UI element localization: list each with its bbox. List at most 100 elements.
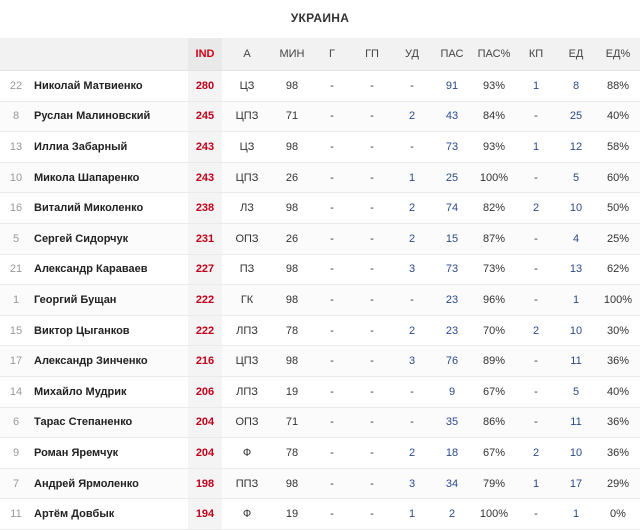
player-number: 21 <box>0 254 32 286</box>
team-title: УКРАИНА <box>290 11 350 25</box>
player-name[interactable]: Андрей Ярмоленко <box>32 468 188 500</box>
player-ind: 231 <box>188 223 222 255</box>
column-header[interactable]: А <box>222 38 272 71</box>
stat-cell: - <box>392 407 432 439</box>
stat-cell: - <box>352 376 392 408</box>
stat-cell: - <box>516 376 556 408</box>
stat-cell: 2 <box>392 101 432 133</box>
stat-cell: 23 <box>432 315 472 347</box>
table-row: 17 Александр Зинченко 216 ЦПЗ 98- -3 76 89% -11 3… <box>0 345 640 377</box>
stat-cell: 84% <box>472 101 516 133</box>
player-name[interactable]: Роман Яремчук <box>32 437 188 469</box>
table-row: 21 Александр Караваев 227 ПЗ 98- -3 73 73% -13 62… <box>0 254 640 286</box>
player-name[interactable]: Николай Матвиенко <box>32 70 188 102</box>
player-ind: 243 <box>188 162 222 194</box>
stat-cell: 10 <box>556 315 596 347</box>
stat-cell: ЦПЗ <box>222 101 272 133</box>
stat-cell: ОПЗ <box>222 223 272 255</box>
stat-cell: 2 <box>392 192 432 224</box>
player-name[interactable]: Александр Караваев <box>32 254 188 286</box>
player-number: 10 <box>0 162 32 194</box>
stat-cell: 71 <box>272 407 312 439</box>
stat-cell: 100% <box>596 284 640 316</box>
stat-cell: 19 <box>272 498 312 530</box>
stat-cell: 1 <box>392 162 432 194</box>
column-header[interactable]: ПАС% <box>472 38 516 71</box>
stat-cell: 5 <box>556 376 596 408</box>
stat-cell: 82% <box>472 192 516 224</box>
stat-cell: 79% <box>472 468 516 500</box>
stat-cell: 98 <box>272 131 312 163</box>
stat-cell: 78 <box>272 437 312 469</box>
column-header[interactable]: ЕД% <box>596 38 640 71</box>
stat-cell: - <box>352 223 392 255</box>
stat-cell: ПЗ <box>222 254 272 286</box>
stat-cell: - <box>312 284 352 316</box>
player-name[interactable]: Виктор Цыганков <box>32 315 188 347</box>
column-header[interactable]: ЕД <box>556 38 596 71</box>
table-body: 22 Николай Матвиенко 280 ЦЗ 98- - -91 93% 1 8 88% 8… <box>0 70 640 530</box>
player-name[interactable]: Артём Довбык <box>32 498 188 530</box>
stat-cell: - <box>516 223 556 255</box>
player-name[interactable]: Сергей Сидорчук <box>32 223 188 255</box>
stat-cell: ЛПЗ <box>222 376 272 408</box>
stat-cell: 11 <box>556 345 596 377</box>
player-ind: 206 <box>188 376 222 408</box>
player-name[interactable]: Иллиа Забарный <box>32 131 188 163</box>
stat-cell: Ф <box>222 498 272 530</box>
column-header[interactable]: IND <box>188 38 222 71</box>
stat-cell: 98 <box>272 254 312 286</box>
column-header[interactable]: Г <box>312 38 352 71</box>
player-number: 13 <box>0 131 32 163</box>
table-row: 15 Виктор Цыганков 222 ЛПЗ 78- -2 23 70% 2 10 30% <box>0 315 640 347</box>
stat-cell: 1 <box>516 131 556 163</box>
stat-cell: - <box>516 254 556 286</box>
stat-cell: 1 <box>516 468 556 500</box>
stat-cell: 91 <box>432 70 472 102</box>
stat-cell: 98 <box>272 70 312 102</box>
stat-cell: - <box>352 407 392 439</box>
player-name[interactable]: Тарас Степаненко <box>32 407 188 439</box>
table-row: 11 Артём Довбык 194 Ф 19- -1 2 100% -1 0% <box>0 498 640 530</box>
player-name[interactable]: Руслан Малиновский <box>32 101 188 133</box>
player-ind: 198 <box>188 468 222 500</box>
stat-cell: 96% <box>472 284 516 316</box>
stat-cell: - <box>352 162 392 194</box>
player-name[interactable]: Виталий Миколенко <box>32 192 188 224</box>
player-number: 11 <box>0 498 32 530</box>
table-row: 14 Михайло Мудрик 206 ЛПЗ 19- - -9 67% -5 40% <box>0 376 640 408</box>
stat-cell: 43 <box>432 101 472 133</box>
player-name[interactable]: Георгий Бущан <box>32 284 188 316</box>
player-ind: 216 <box>188 345 222 377</box>
stat-cell: 2 <box>516 315 556 347</box>
stat-cell: 26 <box>272 162 312 194</box>
stat-cell: 74 <box>432 192 472 224</box>
column-header <box>32 38 188 71</box>
stat-cell: - <box>352 101 392 133</box>
player-ind: 222 <box>188 315 222 347</box>
player-ind: 245 <box>188 101 222 133</box>
stat-cell: 89% <box>472 345 516 377</box>
column-header[interactable]: КП <box>516 38 556 71</box>
stat-cell: 3 <box>392 468 432 500</box>
player-name[interactable]: Микола Шапаренко <box>32 162 188 194</box>
stat-cell: 17 <box>556 468 596 500</box>
stat-cell: 25 <box>556 101 596 133</box>
stat-cell: 50% <box>596 192 640 224</box>
column-header[interactable]: МИН <box>272 38 312 71</box>
stat-cell: - <box>312 315 352 347</box>
stat-cell: 73% <box>472 254 516 286</box>
player-name[interactable]: Александр Зинченко <box>32 345 188 377</box>
stat-cell: - <box>352 437 392 469</box>
stat-cell: 18 <box>432 437 472 469</box>
stat-cell: - <box>352 192 392 224</box>
stat-cell: ЛПЗ <box>222 315 272 347</box>
column-header[interactable]: УД <box>392 38 432 71</box>
stat-cell: 1 <box>556 498 596 530</box>
stat-cell: 0% <box>596 498 640 530</box>
stat-cell: - <box>312 70 352 102</box>
player-ind: 280 <box>188 70 222 102</box>
column-header[interactable]: ПАС <box>432 38 472 71</box>
player-name[interactable]: Михайло Мудрик <box>32 376 188 408</box>
column-header[interactable]: ГП <box>352 38 392 71</box>
